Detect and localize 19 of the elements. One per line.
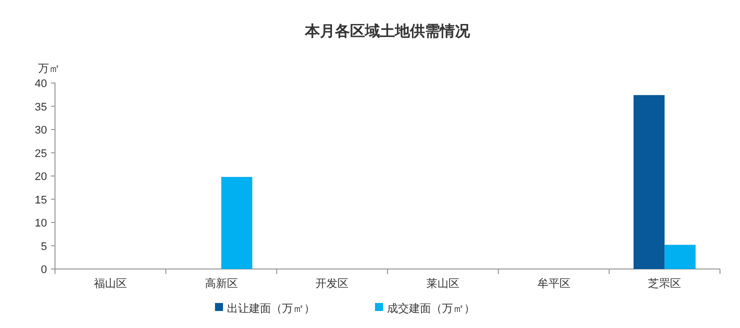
x-tick-label: 莱山区 xyxy=(426,277,460,290)
y-tick-label: 25 xyxy=(34,148,47,160)
y-axis-title: 万㎡ xyxy=(38,63,60,75)
y-tick-label: 30 xyxy=(34,124,47,136)
x-tick-label: 开发区 xyxy=(316,278,349,290)
x-tick-label: 牟平区 xyxy=(537,277,570,290)
y-tick-label: 35 xyxy=(34,101,47,114)
y-tick-label: 15 xyxy=(34,194,47,206)
legend-label: 出让建面（万㎡） xyxy=(227,302,315,315)
y-tick-label: 40 xyxy=(34,78,47,90)
chart-title: 本月各区域土地供需情况 xyxy=(304,23,471,40)
y-tick-label: 5 xyxy=(40,240,47,253)
y-tick-label: 10 xyxy=(34,218,47,230)
x-tick-label: 芝罘区 xyxy=(648,277,682,290)
y-tick-label: 0 xyxy=(40,264,47,276)
y-tick-label: 20 xyxy=(34,171,47,183)
legend-label: 成交建面（万㎡） xyxy=(387,302,475,315)
x-tick-label: 高新区 xyxy=(204,277,238,290)
x-tick-label: 福山区 xyxy=(94,277,127,290)
